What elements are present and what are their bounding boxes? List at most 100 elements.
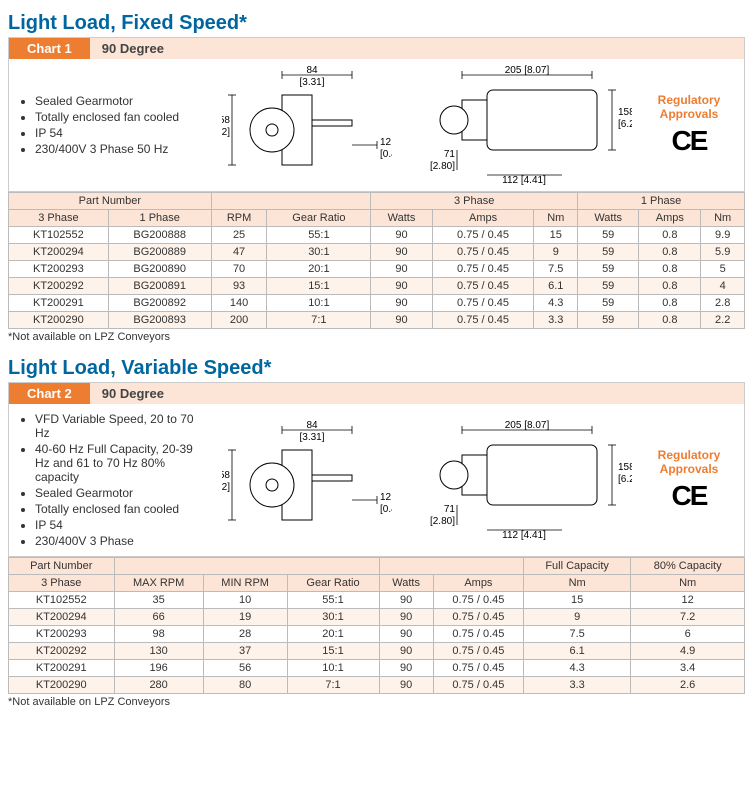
- cell: KT200293: [9, 626, 115, 643]
- chart2-bullets: VFD Variable Speed, 20 to 70 Hz40-60 Hz …: [19, 410, 209, 550]
- cell: KT200292: [9, 278, 109, 295]
- cell: 59: [578, 278, 639, 295]
- table-row: KT200290280807:1900.75 / 0.453.32.6: [9, 677, 745, 694]
- cell: 6: [631, 626, 745, 643]
- cell: 47: [211, 244, 267, 261]
- chart1-bullets: Sealed GearmotorTotally enclosed fan coo…: [19, 92, 209, 158]
- chart1-sub: 90 Degree: [90, 38, 744, 59]
- bullet: 230/400V 3 Phase 50 Hz: [35, 142, 209, 156]
- table-row: KT200293982820:1900.75 / 0.457.56: [9, 626, 745, 643]
- svg-text:12: 12: [380, 492, 392, 503]
- cell: 0.8: [639, 278, 701, 295]
- cell: 59: [578, 295, 639, 312]
- cell: BG200889: [108, 244, 211, 261]
- cell: KT200291: [9, 660, 115, 677]
- cell: KT200290: [9, 312, 109, 329]
- svg-text:158: 158: [222, 115, 230, 126]
- cell: 7:1: [287, 677, 379, 694]
- cell: 90: [379, 592, 433, 609]
- cell: 7.5: [534, 261, 578, 278]
- svg-text:158: 158: [618, 462, 632, 473]
- svg-text:112 [4.41]: 112 [4.41]: [502, 175, 546, 185]
- svg-text:[2.80]: [2.80]: [429, 161, 454, 172]
- svg-text:158: 158: [222, 470, 230, 481]
- cell: 140: [211, 295, 267, 312]
- cell: 55:1: [267, 227, 371, 244]
- cell: 15:1: [287, 643, 379, 660]
- col-group: Part Number: [9, 193, 212, 210]
- table-row: KT2002921303715:1900.75 / 0.456.14.9: [9, 643, 745, 660]
- ce-mark-2: CE: [644, 480, 734, 512]
- cell: 0.75 / 0.45: [432, 227, 534, 244]
- col-header: Gear Ratio: [287, 575, 379, 592]
- cell: 56: [203, 660, 287, 677]
- table-row: KT200294BG2008894730:1900.75 / 0.459590.…: [9, 244, 745, 261]
- col-group: 3 Phase: [371, 193, 578, 210]
- chart1-foot: *Not available on LPZ Conveyors: [8, 331, 745, 343]
- col-header: MIN RPM: [203, 575, 287, 592]
- chart2-label: Chart 2: [9, 383, 90, 404]
- col-header: Amps: [432, 210, 534, 227]
- cell: 55:1: [287, 592, 379, 609]
- col-header: 3 Phase: [9, 575, 115, 592]
- col-group: 1 Phase: [578, 193, 745, 210]
- svg-text:158: 158: [618, 107, 632, 118]
- svg-text:71: 71: [443, 149, 455, 160]
- cell: 19: [203, 609, 287, 626]
- cell: 0.75 / 0.45: [432, 312, 534, 329]
- table-row: KT200293BG2008907020:1900.75 / 0.457.559…: [9, 261, 745, 278]
- bullet: 230/400V 3 Phase: [35, 534, 209, 548]
- cell: 90: [371, 312, 432, 329]
- cell: 9: [523, 609, 630, 626]
- motor-drawing-front-2: 84 [3.31] 158 [6.22] 12 [0.47]: [222, 420, 392, 540]
- cell: 70: [211, 261, 267, 278]
- cell: KT200292: [9, 643, 115, 660]
- chart1-panel: Sealed GearmotorTotally enclosed fan coo…: [8, 59, 745, 192]
- cell: KT102552: [9, 592, 115, 609]
- cell: 90: [379, 677, 433, 694]
- table-row: KT200290BG2008932007:1900.75 / 0.453.359…: [9, 312, 745, 329]
- cell: 15: [534, 227, 578, 244]
- chart2-reg: Regulatory Approvals CE: [644, 448, 734, 512]
- cell: 200: [211, 312, 267, 329]
- svg-text:84: 84: [306, 420, 318, 431]
- cell: 93: [211, 278, 267, 295]
- cell: 59: [578, 312, 639, 329]
- motor-drawing-side-2: 205 [8.07] 158 [6.22] 71[2.80] 112 [4.41…: [422, 420, 632, 540]
- cell: 7.5: [523, 626, 630, 643]
- cell: 0.8: [639, 244, 701, 261]
- reg-label-2: Regulatory Approvals: [644, 448, 734, 476]
- cell: 59: [578, 244, 639, 261]
- svg-text:12: 12: [380, 137, 392, 148]
- cell: 90: [379, 660, 433, 677]
- cell: 10: [203, 592, 287, 609]
- svg-text:112 [4.41]: 112 [4.41]: [502, 530, 546, 540]
- cell: KT200293: [9, 261, 109, 278]
- col-group: [379, 558, 523, 575]
- cell: 9: [534, 244, 578, 261]
- cell: 0.75 / 0.45: [433, 643, 523, 660]
- table-row: KT102552BG2008882555:1900.75 / 0.4515590…: [9, 227, 745, 244]
- col-header: RPM: [211, 210, 267, 227]
- chart2-table: Part NumberFull Capacity80% Capacity3 Ph…: [8, 557, 745, 694]
- cell: 0.75 / 0.45: [432, 261, 534, 278]
- cell: 0.75 / 0.45: [433, 592, 523, 609]
- chart1-diagrams: 84 [3.31] 158 [6.22] 12 [0.47] 205 [8.07…: [221, 65, 632, 185]
- cell: 90: [379, 609, 433, 626]
- svg-text:[6.22]: [6.22]: [618, 474, 632, 485]
- col-group: Part Number: [9, 558, 115, 575]
- svg-text:[6.22]: [6.22]: [618, 119, 632, 130]
- table-row: KT200294661930:1900.75 / 0.4597.2: [9, 609, 745, 626]
- cell: 0.75 / 0.45: [432, 295, 534, 312]
- bullet: IP 54: [35, 518, 209, 532]
- cell: 0.8: [639, 312, 701, 329]
- bullet: IP 54: [35, 126, 209, 140]
- cell: KT200294: [9, 244, 109, 261]
- col-header: Amps: [433, 575, 523, 592]
- cell: 0.75 / 0.45: [433, 660, 523, 677]
- cell: 35: [114, 592, 203, 609]
- bullet: 40-60 Hz Full Capacity, 20-39 Hz and 61 …: [35, 442, 209, 484]
- cell: KT200294: [9, 609, 115, 626]
- svg-text:[0.47]: [0.47]: [380, 149, 392, 160]
- cell: 0.75 / 0.45: [433, 609, 523, 626]
